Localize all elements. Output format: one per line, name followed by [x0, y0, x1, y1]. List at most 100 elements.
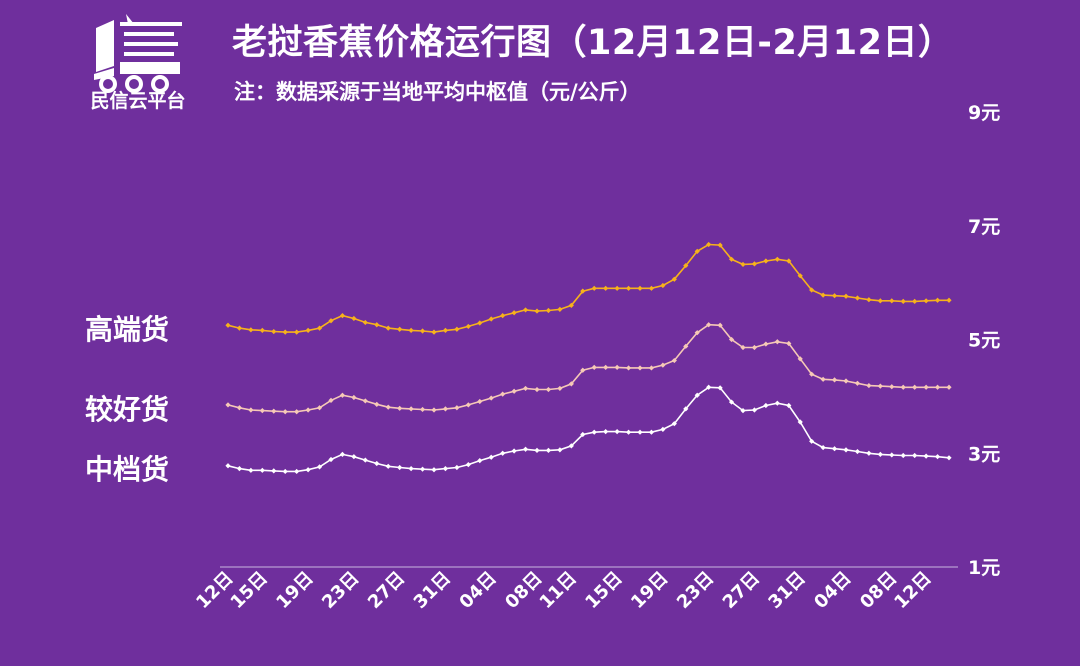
- x-tick-label: 27日: [364, 568, 409, 613]
- series-0-point: [465, 323, 471, 330]
- series-1-point: [797, 356, 803, 362]
- series-2-point: [763, 402, 769, 409]
- series-2-point: [728, 399, 735, 405]
- x-tick-label: 31日: [764, 568, 809, 613]
- series-0-point: [683, 262, 689, 269]
- series-0-point: [889, 298, 895, 304]
- series-0-point: [912, 298, 918, 304]
- series-1-point: [362, 398, 368, 404]
- series-1-point: [328, 397, 334, 403]
- series-0-point: [831, 293, 838, 299]
- x-tick-label: 11日: [536, 568, 581, 613]
- y-tick-label: 3元: [968, 443, 1000, 465]
- series-1-point: [900, 384, 906, 390]
- series-line-1: [227, 323, 949, 413]
- series-1-point: [671, 357, 677, 364]
- series-0-point: [271, 328, 277, 335]
- series-1-point: [259, 407, 265, 414]
- series-1-point: [385, 404, 391, 410]
- series-line-0: [227, 243, 949, 333]
- x-tick-label: 23日: [318, 568, 363, 613]
- series-0-point: [728, 256, 735, 262]
- series-2-point: [866, 450, 872, 456]
- series-2-point: [431, 467, 437, 473]
- series-0-point: [225, 322, 231, 328]
- series-1-point: [522, 385, 529, 392]
- series-2-point: [706, 384, 712, 390]
- series-1-point: [545, 386, 552, 393]
- series-0-point: [694, 248, 700, 254]
- series-2-point: [271, 468, 277, 474]
- series-1-point: [488, 395, 494, 401]
- x-tick-label: 19日: [272, 568, 317, 613]
- series-2-point: [637, 429, 643, 435]
- series-2-point: [454, 464, 460, 471]
- series-1-point: [774, 339, 780, 345]
- series-1-point: [934, 384, 941, 390]
- series-0-point: [900, 298, 906, 304]
- series-1-point: [912, 384, 918, 390]
- series-2-point: [889, 452, 895, 458]
- series-2-point: [934, 454, 941, 460]
- series-0-point: [877, 298, 883, 304]
- series-1-point: [854, 380, 861, 386]
- series-1-point: [465, 402, 471, 408]
- series-0-point: [488, 316, 494, 322]
- series-1-point: [282, 409, 288, 415]
- y-tick-label: 9元: [968, 102, 1000, 124]
- series-1-point: [294, 409, 300, 415]
- series-2-point: [625, 429, 632, 435]
- series-2-point: [774, 400, 780, 406]
- series-label-good: 较好货: [85, 393, 170, 426]
- series-1-point: [236, 405, 243, 411]
- series-0-point: [843, 293, 849, 299]
- series-2-point: [923, 453, 929, 459]
- x-tick-label: 15日: [227, 568, 272, 613]
- series-2-point: [648, 429, 655, 435]
- series-2-point: [843, 447, 849, 453]
- series-1-point: [866, 382, 872, 389]
- series-2-point: [603, 429, 609, 435]
- series-0-point: [717, 242, 723, 248]
- series-1-point: [637, 365, 643, 371]
- series-1-point: [614, 364, 620, 370]
- series-1-point: [339, 392, 346, 398]
- series-2-point: [614, 429, 620, 435]
- series-2-point: [408, 466, 414, 472]
- series-1-point: [683, 343, 689, 349]
- series-1-point: [625, 365, 632, 371]
- series-0-point: [454, 326, 460, 332]
- series-1-point: [442, 406, 449, 412]
- page-subtitle: 注：数据采源于当地平均中枢值（元/公斤）: [234, 80, 641, 104]
- series-1-point: [717, 322, 723, 328]
- series-label-high: 高端货: [85, 313, 170, 346]
- series-0-point: [568, 302, 574, 308]
- x-tick-label: 19日: [627, 568, 672, 613]
- series-2-point: [385, 463, 391, 469]
- series-2-point: [740, 407, 746, 414]
- series-1-point: [316, 405, 323, 411]
- series-1-point: [706, 322, 712, 328]
- series-2-point: [683, 406, 689, 412]
- series-2-point: [717, 385, 723, 391]
- series-0-point: [797, 273, 803, 279]
- series-0-point: [946, 297, 952, 303]
- series-1-point: [923, 384, 929, 390]
- series-2-point: [500, 450, 506, 456]
- series-0-point: [671, 276, 677, 282]
- x-tick-label: 04日: [455, 568, 500, 613]
- series-0-point: [236, 325, 243, 331]
- series-0-point: [442, 327, 449, 333]
- series-1-point: [271, 408, 277, 414]
- series-2-point: [900, 452, 906, 459]
- series-1-point: [694, 330, 700, 336]
- series-2-point: [671, 421, 677, 427]
- series-2-point: [854, 448, 861, 455]
- series-0-point: [923, 298, 929, 304]
- series-0-point: [591, 285, 597, 291]
- series-0-point: [259, 327, 265, 333]
- series-2-point: [877, 451, 883, 457]
- series-1-point: [534, 386, 540, 393]
